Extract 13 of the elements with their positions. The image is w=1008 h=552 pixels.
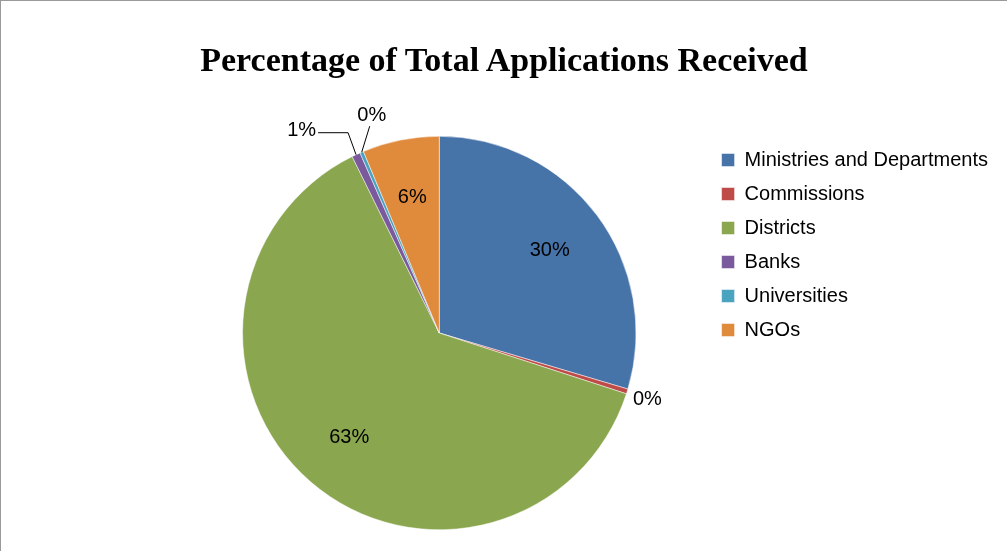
- legend-label: NGOs: [744, 317, 801, 340]
- data-label: 6%: [397, 185, 427, 208]
- chart-title: Percentage of Total Applications Received: [199, 41, 809, 79]
- data-label: 30%: [529, 238, 570, 261]
- data-label: 63%: [329, 424, 370, 447]
- data-label: 0%: [632, 386, 663, 409]
- legend-label: Districts: [744, 215, 816, 238]
- legend-label: Banks: [744, 249, 801, 272]
- data-label: 0%: [357, 102, 387, 125]
- legend-label: Universities: [744, 283, 848, 306]
- legend-label: Commissions: [744, 181, 865, 204]
- legend-label: Ministries and Departments: [744, 147, 989, 170]
- data-label: 1%: [287, 118, 317, 141]
